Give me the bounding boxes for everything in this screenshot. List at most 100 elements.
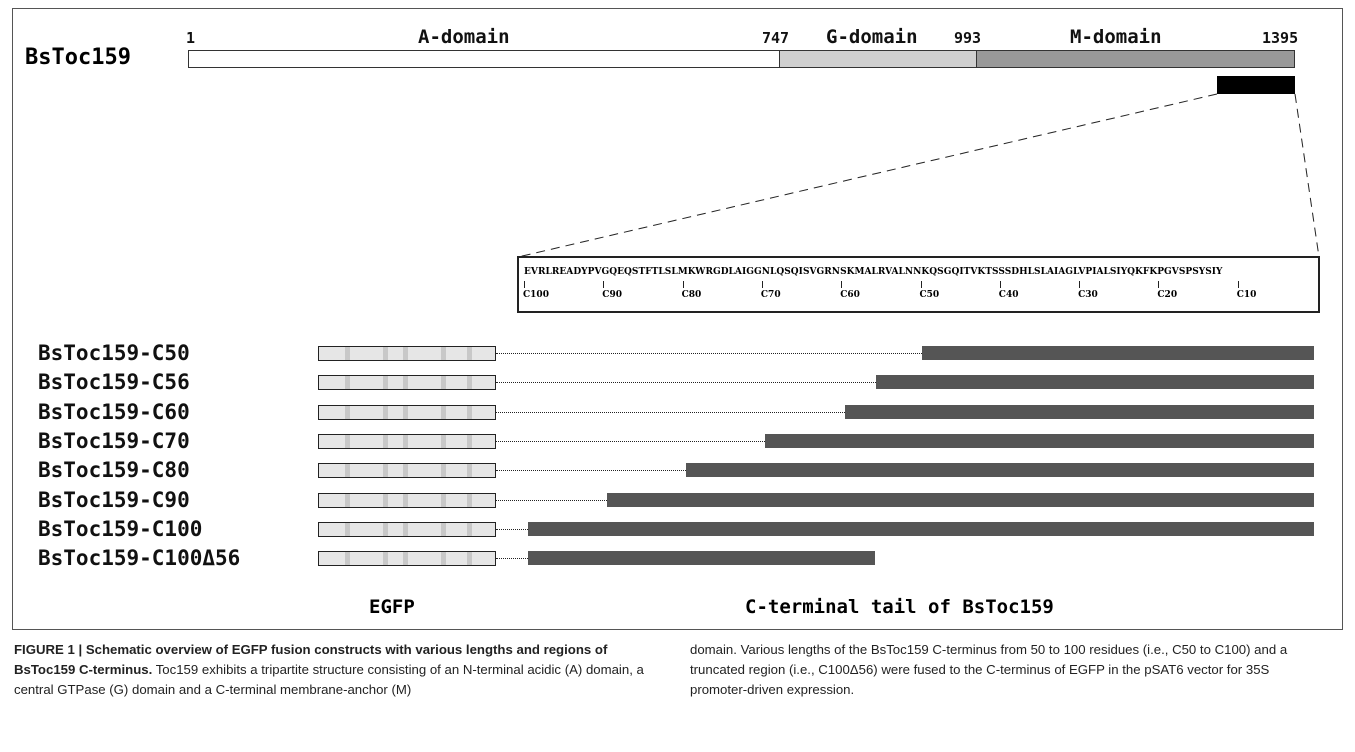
- caption-left: FIGURE 1 | Schematic overview of EGFP fu…: [14, 640, 652, 700]
- caption-right: domain. Various lengths of the BsToc159 …: [690, 640, 1330, 700]
- tick-label: C10: [1237, 290, 1257, 300]
- sequence-box: EVRLREADYPVGQEQSTFTLSLMKWRGDLAIGGNLQSQIS…: [517, 256, 1320, 313]
- tick-label: C40: [999, 290, 1019, 300]
- egfp-bar: [318, 434, 496, 449]
- tick-label: C20: [1157, 290, 1177, 300]
- c-terminal-sequence: EVRLREADYPVGQEQSTFTLSLMKWRGDLAIGGNLQSQIS…: [524, 267, 1223, 277]
- tick-label: C90: [602, 290, 622, 300]
- egfp-stripe: [345, 347, 350, 360]
- c-terminal-tail-bar: [876, 375, 1314, 389]
- egfp-stripe: [467, 347, 472, 360]
- egfp-stripe: [441, 523, 446, 536]
- tick-mark: [841, 281, 842, 288]
- egfp-stripe: [403, 376, 408, 389]
- egfp-stripe: [383, 552, 388, 565]
- egfp-bar: [318, 405, 496, 420]
- construct-name: BsToc159-C100: [38, 517, 202, 541]
- c-terminal-tail-bar: [528, 551, 875, 565]
- tick-mark: [762, 281, 763, 288]
- construct-name: BsToc159-C70: [38, 429, 190, 453]
- tail-label: C-terminal tail of BsToc159: [745, 596, 1054, 618]
- tick-label: C70: [761, 290, 781, 300]
- construct-name: BsToc159-C100Δ56: [38, 546, 240, 570]
- egfp-bar: [318, 346, 496, 361]
- zoom-lines: [0, 0, 1355, 300]
- egfp-stripe: [383, 435, 388, 448]
- egfp-stripe: [383, 464, 388, 477]
- egfp-label: EGFP: [369, 596, 415, 618]
- construct-name: BsToc159-C90: [38, 488, 190, 512]
- tick-label: C60: [840, 290, 860, 300]
- egfp-stripe: [441, 376, 446, 389]
- egfp-stripe: [467, 435, 472, 448]
- c-terminal-tail-bar: [686, 463, 1314, 477]
- c-terminal-tail-bar: [845, 405, 1314, 419]
- egfp-stripe: [403, 435, 408, 448]
- linker-dots: [496, 441, 765, 442]
- tick-label: C50: [920, 290, 940, 300]
- egfp-bar: [318, 493, 496, 508]
- egfp-stripe: [467, 494, 472, 507]
- egfp-stripe: [345, 464, 350, 477]
- egfp-stripe: [403, 494, 408, 507]
- egfp-stripe: [403, 464, 408, 477]
- egfp-stripe: [345, 406, 350, 419]
- egfp-stripe: [441, 494, 446, 507]
- c-terminal-tail-bar: [528, 522, 1314, 536]
- tick-mark: [524, 281, 525, 288]
- tick-label: C80: [682, 290, 702, 300]
- egfp-stripe: [345, 376, 350, 389]
- construct-name: BsToc159-C80: [38, 458, 190, 482]
- c-terminal-tail-bar: [607, 493, 1314, 507]
- linker-dots: [496, 529, 528, 530]
- tick-mark: [1079, 281, 1080, 288]
- linker-dots: [496, 353, 922, 354]
- tick-mark: [921, 281, 922, 288]
- c-terminal-tail-bar: [765, 434, 1314, 448]
- linker-dots: [496, 382, 876, 383]
- tick-mark: [1238, 281, 1239, 288]
- construct-name: BsToc159-C50: [38, 341, 190, 365]
- egfp-bar: [318, 551, 496, 566]
- egfp-stripe: [383, 523, 388, 536]
- egfp-stripe: [383, 406, 388, 419]
- egfp-stripe: [403, 523, 408, 536]
- tick-mark: [683, 281, 684, 288]
- tick-label: C100: [523, 290, 549, 300]
- egfp-stripe: [383, 376, 388, 389]
- egfp-bar: [318, 522, 496, 537]
- tick-mark: [1158, 281, 1159, 288]
- egfp-stripe: [403, 347, 408, 360]
- tick-mark: [1000, 281, 1001, 288]
- linker-dots: [496, 412, 845, 413]
- egfp-stripe: [403, 552, 408, 565]
- caption-text-right: domain. Various lengths of the BsToc159 …: [690, 642, 1287, 697]
- tick-label: C30: [1078, 290, 1098, 300]
- egfp-stripe: [467, 464, 472, 477]
- linker-dots: [496, 470, 686, 471]
- construct-name: BsToc159-C60: [38, 400, 190, 424]
- egfp-stripe: [467, 376, 472, 389]
- egfp-stripe: [383, 347, 388, 360]
- egfp-bar: [318, 375, 496, 390]
- egfp-stripe: [441, 464, 446, 477]
- egfp-stripe: [441, 552, 446, 565]
- egfp-stripe: [467, 552, 472, 565]
- construct-name: BsToc159-C56: [38, 370, 190, 394]
- egfp-stripe: [345, 494, 350, 507]
- egfp-stripe: [441, 347, 446, 360]
- egfp-stripe: [345, 552, 350, 565]
- egfp-stripe: [345, 435, 350, 448]
- egfp-stripe: [467, 406, 472, 419]
- egfp-stripe: [467, 523, 472, 536]
- egfp-stripe: [441, 406, 446, 419]
- tick-mark: [603, 281, 604, 288]
- egfp-stripe: [383, 494, 388, 507]
- egfp-bar: [318, 463, 496, 478]
- linker-dots: [496, 500, 607, 501]
- egfp-stripe: [441, 435, 446, 448]
- egfp-stripe: [345, 523, 350, 536]
- c-terminal-tail-bar: [922, 346, 1314, 360]
- egfp-stripe: [403, 406, 408, 419]
- linker-dots: [496, 558, 528, 559]
